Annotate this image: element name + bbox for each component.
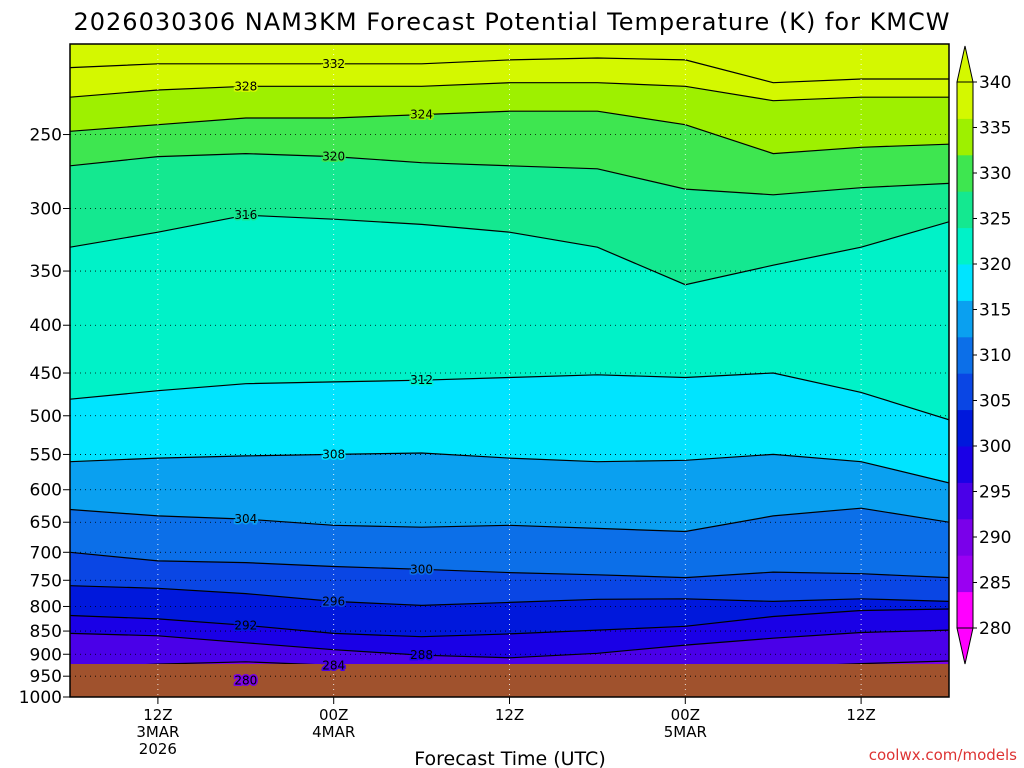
y-tick-label: 800	[30, 597, 62, 617]
colorbar-segment	[957, 227, 973, 265]
contour-line-308	[70, 452, 949, 484]
x-axis-label: Forecast Time (UTC)	[414, 748, 605, 768]
x-tick-label: 2026	[139, 740, 177, 758]
contour-label-292: 292	[234, 618, 257, 632]
contour-line-300	[70, 551, 949, 579]
colorbar-tick-label: 325	[979, 210, 1011, 230]
contour-line-304	[70, 507, 949, 533]
y-tick-label: 300	[30, 200, 62, 220]
y-tick-label: 350	[30, 262, 62, 282]
colorbar-tick-label: 340	[979, 73, 1011, 93]
y-tick-label: 950	[30, 667, 62, 687]
y-tick-label: 550	[30, 445, 62, 465]
colorbar-tick-label: 310	[979, 346, 1011, 366]
contour-line-288	[70, 629, 949, 659]
colorbar-tick-label: 290	[979, 528, 1011, 548]
colorbar-tick-label: 305	[979, 392, 1011, 412]
colorbar-segment	[957, 409, 973, 447]
colorbar-segment	[957, 118, 973, 156]
colorbar-low-arrow	[956, 627, 974, 665]
colorbar-tick-label: 285	[979, 574, 1011, 594]
colorbar-segment	[957, 518, 973, 556]
colorbar: 280 285 290 295 300 305 310 315 320 325 330 335 340	[956, 45, 1011, 665]
contour-label-328: 328	[234, 79, 257, 93]
y-tick-label: 750	[30, 571, 62, 591]
colorbar-segment	[957, 264, 973, 301]
colorbar-tick-label: 330	[979, 164, 1011, 184]
y-tick-label: 850	[30, 622, 62, 642]
fill-band-332	[70, 44, 949, 83]
contour-line-328	[70, 82, 949, 102]
x-tick-label: 4MAR	[312, 723, 355, 741]
shaded-fill-layer	[70, 44, 949, 697]
colorbar-segment	[957, 591, 973, 629]
contour-label-320: 320	[322, 150, 345, 164]
contour-label-296: 296	[322, 594, 345, 608]
colorbar-segment	[957, 482, 973, 520]
plot-area	[70, 44, 949, 697]
y-tick-label: 900	[30, 645, 62, 665]
contour-label-312: 312	[410, 373, 433, 387]
colorbar-tick-label: 320	[979, 255, 1011, 275]
colorbar-tick-label: 280	[979, 619, 1011, 639]
contour-label-304: 304	[234, 512, 257, 526]
contour-line-316	[70, 214, 949, 286]
contour-label-284: 284	[322, 658, 345, 672]
contour-label-332: 332	[322, 57, 345, 71]
credit-text: coolwx.com/models	[869, 746, 1017, 764]
contour-line-324	[70, 110, 949, 155]
colorbar-tick-label: 335	[979, 119, 1011, 139]
contour-line-296	[70, 585, 949, 607]
y-tick-label: 600	[30, 481, 62, 501]
contour-line-312	[70, 372, 949, 421]
colorbar-segment	[957, 154, 973, 192]
colorbar-segment	[957, 82, 973, 119]
y-tick-label: 450	[30, 364, 62, 384]
contour-label-308: 308	[322, 447, 345, 461]
colorbar-segment	[957, 555, 973, 593]
y-axis: 250 300 350 400 450 500 550 600 650 700 750 800 850 9…	[19, 126, 70, 708]
contour-label-324: 324	[410, 108, 433, 122]
colorbar-tick-label: 295	[979, 483, 1011, 503]
colorbar-high-arrow	[956, 45, 974, 83]
colorbar-segment	[957, 373, 973, 411]
y-tick-label: 250	[30, 126, 62, 146]
y-tick-label: 700	[30, 543, 62, 563]
contour-labels-layer: 280 284 288 292 296 300 304 308 312 316 320 324 328 3…	[233, 55, 435, 689]
chart-title: 2026030306 NAM3KM Forecast Potential Tem…	[73, 8, 950, 36]
y-tick-label: 650	[30, 513, 62, 533]
contour-label-300: 300	[410, 562, 433, 576]
y-tick-label: 500	[30, 407, 62, 427]
y-tick-label: 1000	[19, 688, 62, 708]
colorbar-segment	[957, 300, 973, 338]
x-tick-label: 12Z	[846, 706, 875, 724]
colorbar-segment	[957, 446, 973, 483]
colorbar-tick-label: 300	[979, 437, 1011, 457]
x-tick-label: 12Z	[495, 706, 524, 724]
contour-label-288: 288	[410, 648, 433, 662]
x-tick-label: 12Z	[143, 706, 172, 724]
colorbar-segment	[957, 191, 973, 229]
y-tick-label: 400	[30, 316, 62, 336]
x-tick-label: 00Z	[319, 706, 348, 724]
x-tick-label: 3MAR	[136, 723, 179, 741]
contour-line-320	[70, 152, 949, 196]
colorbar-tick-label: 315	[979, 301, 1011, 321]
x-tick-label: 5MAR	[664, 723, 707, 741]
ground-surface	[70, 664, 949, 697]
x-tick-label: 00Z	[671, 706, 700, 724]
contour-line-292	[70, 608, 949, 638]
colorbar-segment	[957, 336, 973, 374]
contour-label-280: 280	[234, 673, 257, 687]
contour-label-316: 316	[234, 208, 257, 222]
